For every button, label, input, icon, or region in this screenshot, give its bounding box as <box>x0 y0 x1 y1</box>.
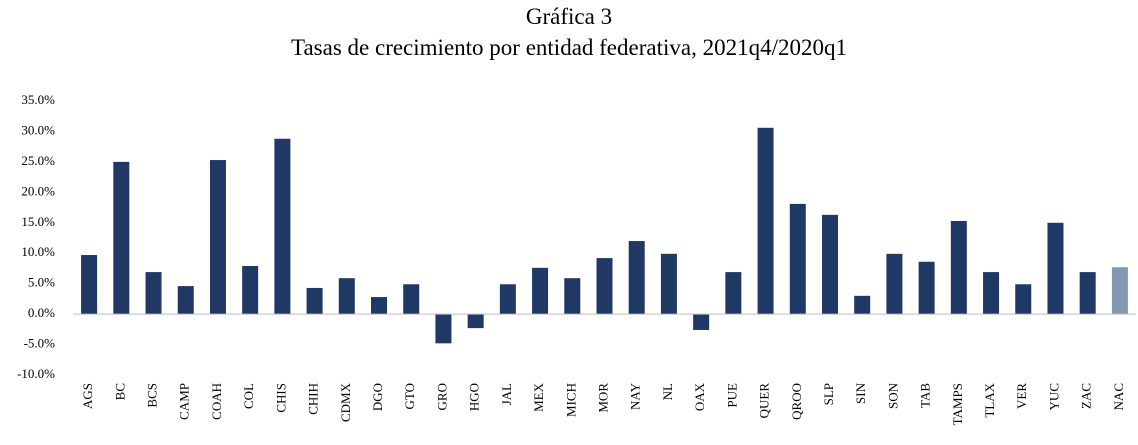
bar <box>821 214 838 315</box>
x-tick-label: GTO <box>402 383 417 409</box>
bar <box>596 258 613 315</box>
bar <box>242 266 259 315</box>
x-tick-label: VER <box>1014 383 1029 409</box>
bar <box>306 287 323 315</box>
bar <box>725 272 742 315</box>
x-tick-label: PUE <box>724 383 739 408</box>
bar <box>628 241 645 315</box>
x-tick-label: CAMP <box>177 383 192 420</box>
x-tick-label: QUER <box>757 383 772 419</box>
x-tick-label: NAY <box>628 382 643 410</box>
bar <box>499 284 516 315</box>
bar <box>886 253 903 315</box>
x-tick-label: BCS <box>145 383 160 408</box>
bar <box>209 160 226 315</box>
x-tick-label: QROO <box>789 383 804 420</box>
bar <box>435 314 452 344</box>
bar <box>371 297 388 315</box>
y-tick-label: 0.0% <box>28 305 55 320</box>
y-tick-label: 35.0% <box>21 92 55 107</box>
x-tick-label: COL <box>241 383 256 409</box>
x-tick-label: ZAC <box>1079 383 1094 409</box>
x-tick-label: NAC <box>1111 383 1126 410</box>
bar <box>177 286 194 315</box>
x-tick-label: DGO <box>370 383 385 411</box>
bar <box>854 295 871 315</box>
x-tick-label: TAB <box>918 383 933 408</box>
bar <box>1015 284 1032 315</box>
bar <box>274 138 291 315</box>
x-tick-label: AGS <box>80 383 95 409</box>
x-tick-label: HGO <box>467 383 482 411</box>
y-tick-label: 15.0% <box>21 214 55 229</box>
y-tick-label: -10.0% <box>17 366 55 381</box>
y-tick-label: 25.0% <box>21 153 55 168</box>
bar <box>918 261 935 315</box>
chart-title: Gráfica 3 <box>526 4 612 29</box>
chart-subtitle: Tasas de crecimiento por entidad federat… <box>291 35 847 60</box>
bar <box>467 314 484 329</box>
bar <box>757 127 774 315</box>
bar <box>983 272 1000 315</box>
x-tick-label: MEX <box>531 382 546 412</box>
x-tick-label: CHIH <box>306 383 321 415</box>
x-tick-label: YUC <box>1046 383 1061 410</box>
bar <box>145 272 162 315</box>
bar <box>693 314 710 330</box>
x-tick-label: GRO <box>434 383 449 410</box>
bar <box>789 203 806 315</box>
x-tick-label: TLAX <box>982 382 997 417</box>
y-tick-label: 10.0% <box>21 244 55 259</box>
x-tick-label: MICH <box>563 383 578 417</box>
bar <box>338 278 355 315</box>
bar <box>950 220 967 315</box>
x-tick-label: JAL <box>499 383 514 405</box>
bar <box>660 253 677 315</box>
x-tick-label: BC <box>112 383 127 400</box>
y-tick-label: -5.0% <box>24 336 56 351</box>
bar <box>1079 272 1096 315</box>
bar <box>564 278 581 315</box>
y-tick-label: 20.0% <box>21 183 55 198</box>
y-tick-label: 30.0% <box>21 122 55 137</box>
x-tick-label: SIN <box>853 382 868 404</box>
bar <box>1047 222 1064 315</box>
x-tick-label: CHIS <box>273 383 288 413</box>
x-tick-label: SLP <box>821 383 836 405</box>
x-tick-label: TAMPS <box>950 383 965 425</box>
x-tick-label: NL <box>660 383 675 400</box>
x-tick-label: CDMX <box>338 382 353 422</box>
bar <box>113 161 130 315</box>
bar <box>81 255 98 315</box>
x-tick-label: MOR <box>595 383 610 413</box>
x-tick-label: COAH <box>209 383 224 420</box>
x-tick-label: OAX <box>692 382 707 411</box>
bar <box>532 267 549 315</box>
x-tick-label: SON <box>885 382 900 409</box>
bar <box>1111 267 1128 315</box>
bar <box>403 284 420 315</box>
y-tick-label: 5.0% <box>28 275 55 290</box>
